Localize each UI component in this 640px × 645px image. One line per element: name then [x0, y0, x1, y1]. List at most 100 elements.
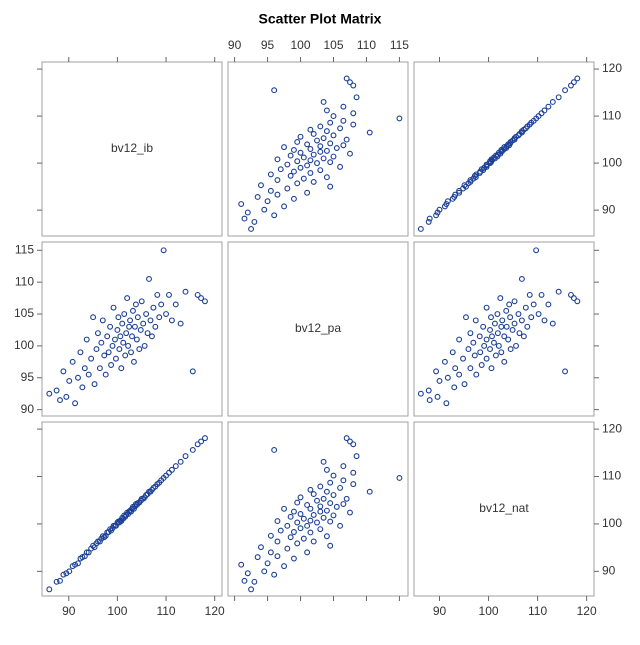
point [281, 203, 287, 210]
point [83, 549, 90, 556]
point [46, 586, 53, 593]
point [425, 387, 432, 394]
point [125, 342, 132, 349]
point [323, 128, 330, 135]
point [520, 333, 527, 340]
point [465, 346, 472, 353]
point [182, 453, 189, 460]
point [366, 129, 373, 136]
point [330, 113, 337, 120]
point [317, 483, 324, 490]
point [137, 327, 144, 333]
panel-frame [227, 241, 409, 417]
point [138, 298, 145, 305]
variable-label: bv12_nat [479, 501, 529, 515]
point [343, 495, 350, 502]
point [297, 149, 304, 156]
panel-frame [41, 241, 223, 417]
point [297, 511, 304, 517]
point [323, 533, 330, 540]
variable-label: bv12_pa [295, 321, 341, 335]
point [85, 371, 92, 378]
point [281, 563, 287, 570]
point [337, 522, 344, 529]
point [456, 336, 463, 343]
point [441, 358, 448, 365]
x-tick-label: 110 [156, 604, 175, 618]
point [127, 317, 134, 324]
point [91, 381, 98, 388]
point [114, 327, 121, 333]
point [300, 154, 307, 161]
point [310, 151, 317, 158]
point [317, 167, 324, 174]
point [452, 365, 459, 372]
point [304, 522, 311, 529]
y-tick-label: 120 [602, 421, 622, 435]
point [343, 136, 350, 143]
x-tick-label: 100 [479, 604, 499, 618]
point [570, 79, 577, 86]
point [511, 135, 518, 142]
point [320, 135, 327, 142]
point [79, 384, 86, 391]
point [327, 500, 334, 507]
point [330, 132, 337, 139]
point [124, 295, 131, 302]
point [320, 99, 327, 105]
point [290, 146, 297, 153]
point [366, 488, 373, 495]
point [307, 517, 314, 524]
point [88, 355, 95, 362]
point [499, 317, 506, 324]
point [274, 177, 281, 183]
point [497, 295, 504, 302]
point [115, 314, 122, 321]
point [83, 336, 90, 343]
point [507, 346, 514, 353]
point [327, 140, 334, 147]
panel-frame [413, 61, 595, 237]
point [434, 393, 441, 400]
point [244, 570, 251, 577]
point [307, 529, 314, 536]
point [323, 507, 330, 514]
point [526, 291, 533, 298]
point [271, 87, 278, 94]
point [433, 212, 440, 219]
point [194, 441, 201, 448]
point [498, 323, 505, 330]
point [488, 314, 494, 321]
point [198, 438, 205, 445]
point [449, 349, 456, 356]
point [130, 307, 136, 314]
point [461, 381, 468, 388]
point [330, 492, 337, 498]
point [251, 578, 258, 585]
point [320, 155, 327, 162]
x-tick-label: 90 [228, 38, 242, 52]
point [57, 577, 63, 584]
point [307, 126, 314, 133]
point [478, 362, 485, 368]
point [330, 472, 337, 479]
point [498, 349, 505, 356]
point [274, 191, 281, 198]
point [130, 358, 137, 365]
point [284, 545, 291, 552]
point [202, 298, 208, 305]
point [451, 384, 458, 391]
x-tick-label: 100 [291, 38, 311, 52]
point [317, 526, 324, 533]
point [248, 586, 255, 593]
point [168, 317, 175, 324]
point [101, 352, 108, 359]
point [271, 212, 278, 219]
point [330, 153, 337, 160]
point [304, 189, 311, 196]
point [417, 225, 424, 232]
point [522, 304, 529, 311]
point [281, 144, 287, 151]
point [323, 107, 330, 114]
